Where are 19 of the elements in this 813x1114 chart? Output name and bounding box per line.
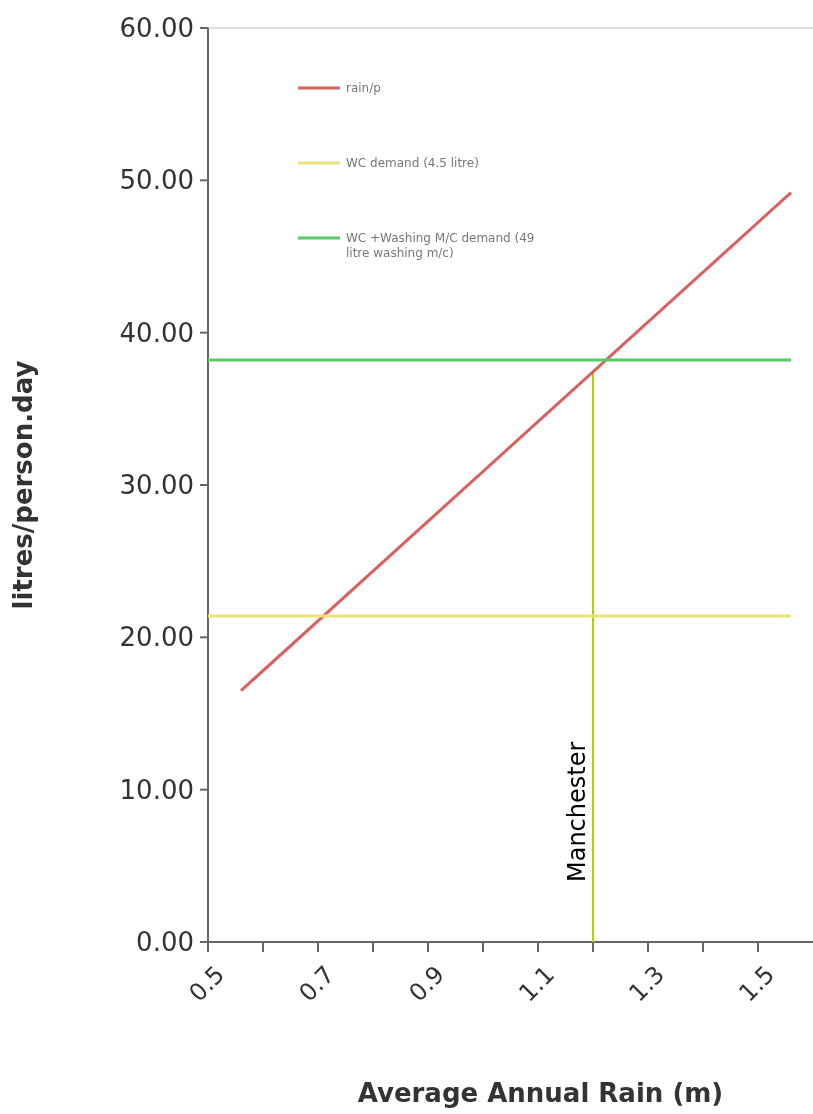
legend-label: WC demand (4.5 litre)	[346, 156, 479, 171]
x-tick-label: 1.1	[513, 960, 561, 1008]
ref-line-label: Manchester	[563, 741, 591, 882]
x-tick-label: 0.9	[403, 960, 451, 1008]
y-tick-label: 50.00	[119, 165, 194, 196]
legend-label: rain/p	[346, 81, 381, 96]
x-tick-label: 1.3	[623, 960, 671, 1008]
y-tick-label: 40.00	[119, 317, 194, 348]
y-tick-label: 60.00	[119, 13, 194, 44]
x-tick-label: 0.7	[293, 960, 341, 1008]
y-tick-label: 20.00	[119, 622, 194, 653]
x-tick-label: 1.5	[733, 960, 781, 1008]
y-tick-label: 30.00	[119, 470, 194, 501]
y-tick-label: 0.00	[136, 927, 194, 958]
x-tick-label: 0.5	[183, 960, 231, 1008]
x-axis-title: Average Annual Rain (m)	[357, 1078, 724, 1108]
y-tick-label: 10.00	[119, 774, 194, 805]
y-axis-title: litres/person.day	[8, 360, 38, 610]
legend-label: WC +Washing M/C demand (49 litre washing m/c)	[346, 231, 535, 260]
